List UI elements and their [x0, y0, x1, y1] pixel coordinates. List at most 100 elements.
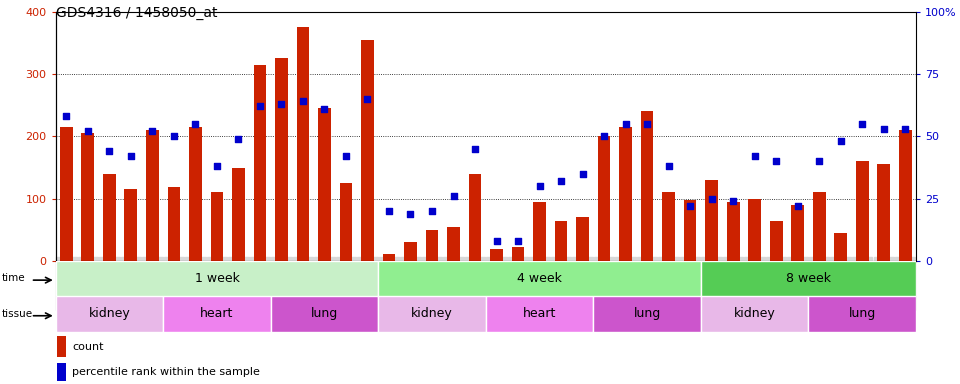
Bar — [253, 65, 267, 261]
Bar — [275, 58, 288, 261]
Text: time: time — [2, 273, 26, 283]
Bar — [56, 261, 378, 296]
Bar — [361, 40, 374, 261]
Bar — [56, 296, 163, 332]
Point — [596, 133, 612, 139]
Bar — [490, 249, 503, 261]
Text: heart: heart — [523, 308, 556, 320]
Point — [381, 208, 396, 214]
Point — [811, 158, 827, 164]
Point — [553, 178, 568, 184]
Bar — [597, 136, 611, 261]
Point — [145, 128, 160, 134]
Point — [252, 103, 268, 109]
Point — [123, 153, 138, 159]
Point — [683, 203, 698, 209]
Bar — [701, 261, 916, 296]
Point — [854, 121, 870, 127]
Bar — [57, 363, 66, 381]
Bar — [232, 167, 245, 261]
Point — [403, 211, 419, 217]
Bar — [727, 202, 739, 261]
Text: heart: heart — [201, 308, 233, 320]
Bar — [899, 130, 912, 261]
Bar — [425, 230, 439, 261]
Point — [166, 133, 181, 139]
Bar — [468, 174, 482, 261]
Bar — [125, 189, 137, 261]
Point — [575, 170, 590, 177]
Text: 8 week: 8 week — [786, 272, 830, 285]
Bar — [57, 336, 66, 357]
Bar — [640, 111, 654, 261]
Bar — [486, 296, 593, 332]
Bar — [404, 242, 417, 261]
Bar — [447, 227, 460, 261]
Bar — [163, 296, 271, 332]
Bar — [770, 220, 782, 261]
Point — [468, 146, 483, 152]
Text: 1 week: 1 week — [195, 272, 239, 285]
Point — [81, 128, 96, 134]
Point — [876, 126, 891, 132]
Point — [639, 121, 655, 127]
Point — [209, 163, 225, 169]
Bar — [791, 205, 804, 261]
Bar — [684, 200, 697, 261]
Point — [317, 106, 332, 112]
Text: lung: lung — [634, 308, 660, 320]
Bar — [877, 164, 890, 261]
Point — [59, 113, 74, 119]
Bar — [340, 183, 352, 261]
Bar — [834, 233, 847, 261]
Bar — [60, 127, 73, 261]
Bar — [103, 174, 116, 261]
Bar — [808, 296, 916, 332]
Text: kidney: kidney — [411, 308, 453, 320]
Bar — [271, 296, 378, 332]
Point — [768, 158, 783, 164]
Point — [445, 193, 461, 199]
Point — [833, 138, 849, 144]
Point — [274, 101, 289, 107]
Point — [618, 121, 634, 127]
Bar — [189, 127, 202, 261]
Bar — [318, 108, 331, 261]
Bar — [705, 180, 718, 261]
Point — [726, 198, 741, 204]
Text: GDS4316 / 1458050_at: GDS4316 / 1458050_at — [56, 6, 217, 20]
Point — [704, 196, 719, 202]
Point — [532, 183, 547, 189]
Point — [898, 126, 913, 132]
Bar — [748, 199, 761, 261]
Text: lung: lung — [849, 308, 876, 320]
Bar — [146, 130, 159, 261]
Point — [338, 153, 353, 159]
Point — [188, 121, 204, 127]
Point — [489, 238, 504, 244]
Bar — [662, 192, 675, 261]
Bar — [855, 161, 869, 261]
Bar — [512, 247, 524, 261]
Point — [660, 163, 676, 169]
Text: count: count — [72, 342, 104, 352]
Bar — [619, 127, 632, 261]
Point — [296, 98, 311, 104]
Point — [790, 203, 805, 209]
Bar — [297, 27, 309, 261]
Point — [424, 208, 440, 214]
Bar — [533, 202, 546, 261]
Text: lung: lung — [311, 308, 338, 320]
Bar — [576, 217, 589, 261]
Bar — [593, 296, 701, 332]
Bar — [167, 187, 180, 261]
Point — [747, 153, 762, 159]
Bar — [812, 192, 826, 261]
Bar — [701, 296, 808, 332]
Bar — [378, 296, 486, 332]
Bar — [555, 220, 567, 261]
Bar — [82, 133, 94, 261]
Point — [360, 96, 375, 102]
Text: kidney: kidney — [88, 308, 131, 320]
Text: kidney: kidney — [733, 308, 776, 320]
